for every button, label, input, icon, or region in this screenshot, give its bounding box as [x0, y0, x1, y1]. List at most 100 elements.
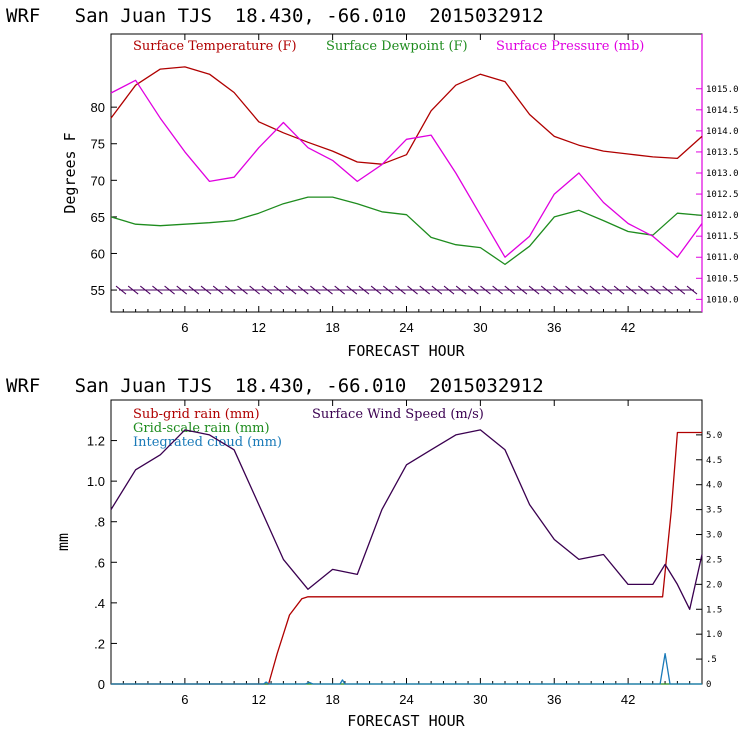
wind-barb	[310, 285, 321, 295]
wind-barb	[540, 285, 552, 295]
wind-barb	[455, 285, 467, 295]
legend-dewpoint: Surface Dewpoint (F)	[326, 39, 468, 54]
wind-barb	[127, 285, 139, 295]
y2-tick-label: 1014.5	[706, 106, 739, 116]
integrated-cloud-line	[111, 652, 702, 685]
surface-dewpoint-line	[110, 196, 703, 266]
wind-barb	[613, 285, 625, 295]
wind-barb	[419, 285, 431, 295]
wind-barb	[431, 285, 443, 295]
y2-tick-label: 5.0	[706, 431, 722, 441]
y-tick-label: 0	[98, 677, 105, 692]
wind-barb	[650, 285, 661, 295]
wind-barb	[674, 285, 686, 295]
y-tick-label: .6	[94, 555, 105, 570]
y2-tick-label: 4.0	[706, 481, 722, 491]
wind-barb	[662, 285, 674, 295]
y2-tick-label: 1013.0	[706, 169, 739, 179]
precipitation-wind-panel: WRF San Juan TJS 18.430, -66.010 2015032…	[6, 375, 722, 730]
series-lines	[110, 429, 703, 685]
plot-frame	[110, 33, 703, 313]
wind-barb	[382, 285, 394, 295]
wind-barb	[188, 285, 200, 295]
wind-barb	[407, 285, 418, 295]
wind-barb	[261, 285, 273, 295]
y2-tick-label: 2.0	[706, 580, 722, 590]
wind-barb	[212, 285, 224, 295]
legend-integrated-cloud: Integrated cloud (mm)	[133, 435, 282, 450]
wind-barb	[468, 285, 479, 295]
x-tick-label: 24	[399, 320, 413, 335]
wind-barb	[577, 285, 588, 295]
x-tick-label: 42	[621, 320, 635, 335]
y2-tick-label: 2.5	[706, 555, 722, 565]
wind-barb	[237, 285, 248, 295]
sub-grid-rain-line	[111, 431, 702, 685]
y2-tick-label: 1.0	[706, 630, 722, 640]
y2-tick-label: 4.5	[706, 456, 722, 466]
y-tick-label: 80	[91, 100, 105, 115]
wind-barb	[638, 285, 649, 295]
wind-barb	[225, 285, 236, 295]
wind-barb	[273, 285, 285, 295]
y2-tick-label: 1015.0	[706, 85, 739, 95]
surface-temperature-line	[110, 66, 703, 165]
wind-barb	[176, 285, 188, 295]
x-axis-label: FORECAST HOUR	[347, 342, 465, 360]
wind-barb	[553, 285, 564, 295]
y-tick-label: 1.0	[87, 474, 105, 489]
y2-tick-label: 1010.5	[706, 274, 739, 284]
y-tick-label: 75	[91, 137, 105, 152]
wind-barb	[443, 285, 455, 295]
wind-barb	[528, 285, 540, 295]
panel-title: WRF San Juan TJS 18.430, -66.010 2015032…	[6, 5, 544, 27]
y2-tick-label: 1013.5	[706, 148, 739, 158]
y-tick-label: 60	[91, 246, 105, 261]
wind-barb	[565, 285, 576, 295]
wind-barb	[152, 285, 163, 295]
wind-barb	[249, 285, 260, 295]
legend-gridscale-rain: Grid-scale rain (mm)	[133, 421, 270, 436]
wind-barb	[589, 285, 601, 295]
y-axis-label: mm	[54, 533, 72, 551]
x-tick-label: 24	[399, 692, 413, 707]
wind-barb	[516, 285, 528, 295]
wind-barb	[625, 285, 637, 295]
x-tick-label: 12	[252, 320, 266, 335]
y2-tick-label: .5	[706, 655, 717, 665]
legend-temperature: Surface Temperature (F)	[133, 39, 297, 54]
y-tick-label: 55	[91, 283, 105, 298]
x-tick-label: 36	[547, 692, 561, 707]
y2-tick-label: 1.5	[706, 605, 722, 615]
x-tick-label: 6	[181, 320, 188, 335]
wind-barbs	[115, 285, 698, 295]
surface-wind-speed-line	[110, 429, 703, 610]
y2-tick-label: 1014.0	[706, 127, 739, 137]
temperature-pressure-panel: WRF San Juan TJS 18.430, -66.010 2015032…	[6, 5, 739, 360]
wind-barb	[115, 285, 127, 295]
wind-barb	[285, 285, 297, 295]
wind-barb	[346, 285, 358, 295]
x-tick-label: 42	[621, 692, 635, 707]
x-tick-label: 12	[252, 692, 266, 707]
y2-tick-label: 3.5	[706, 506, 722, 516]
y-tick-label: 65	[91, 210, 105, 225]
wind-barb	[370, 285, 382, 295]
wind-barb	[200, 285, 212, 295]
panel-title: WRF San Juan TJS 18.430, -66.010 2015032…	[6, 375, 544, 397]
y-tick-label: .8	[94, 515, 105, 530]
x-tick-label: 30	[473, 320, 487, 335]
y2-tick-label: 1012.0	[706, 211, 739, 221]
x-tick-label: 30	[473, 692, 487, 707]
wind-barb	[504, 285, 516, 295]
y-axis-label: Degrees F	[61, 132, 79, 213]
y-tick-label: 1.2	[87, 434, 105, 449]
x-tick-label: 18	[325, 320, 339, 335]
y-tick-label: .4	[94, 596, 105, 611]
y2-tick-label: 1012.5	[706, 190, 739, 200]
axis-ticks: 6 12 18 24 30 36 42 0 .2 .4 .6 .8 1.0 1.2 0 .5 1.0 1.5 2.0…	[87, 400, 722, 707]
y2-tick-label: 1010.0	[706, 295, 739, 305]
x-tick-label: 36	[547, 320, 561, 335]
legend-wind-speed: Surface Wind Speed (m/s)	[312, 407, 484, 422]
